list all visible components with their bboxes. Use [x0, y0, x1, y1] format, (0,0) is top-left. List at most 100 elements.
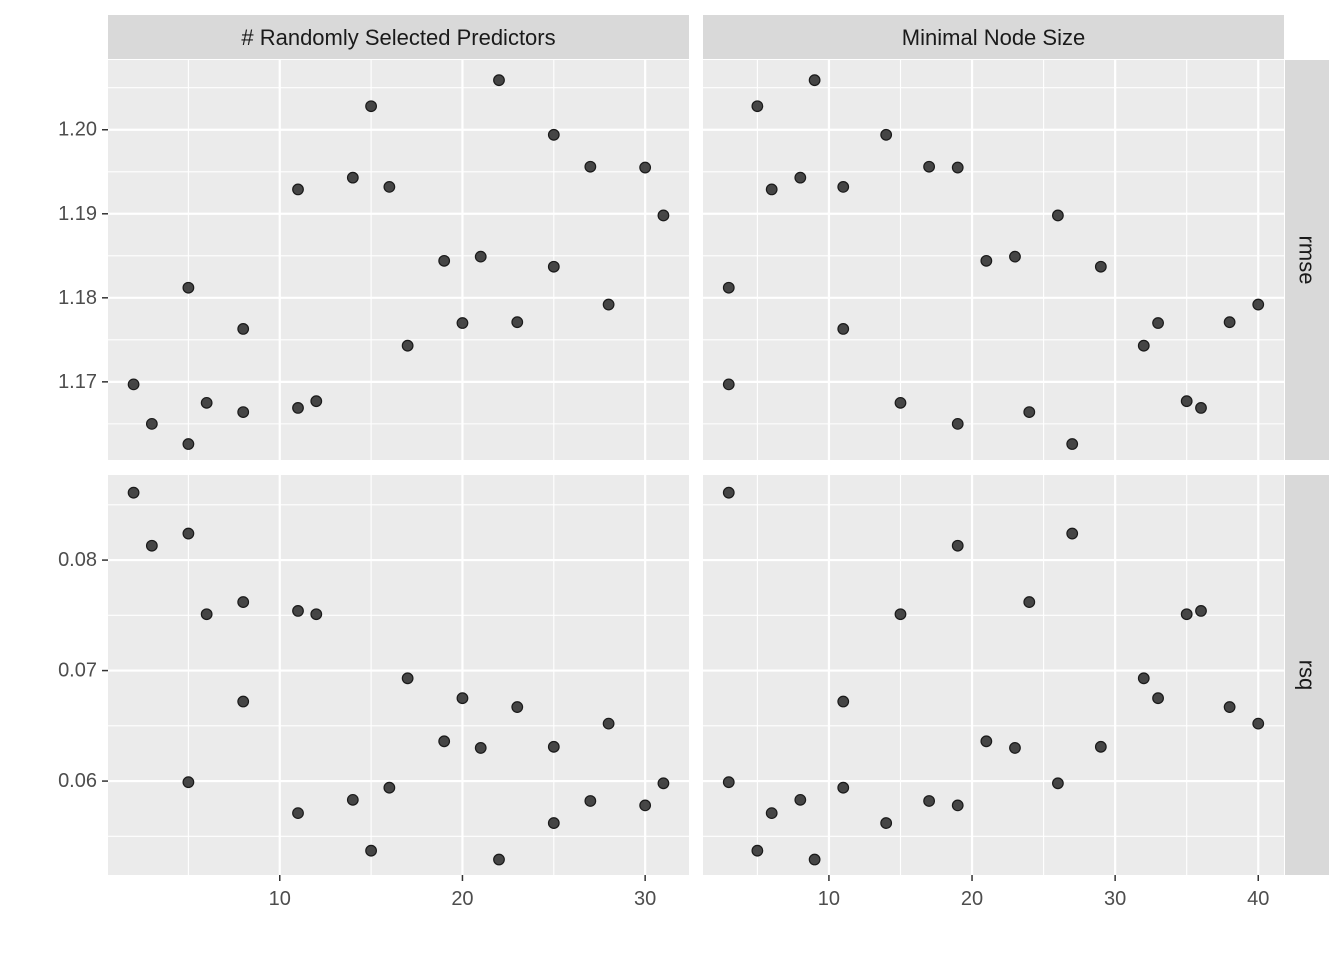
data-point-mtry-rmse — [639, 161, 652, 174]
data-point-mtry-rmse — [584, 160, 597, 173]
data-point-mtry-rmse — [493, 74, 505, 87]
data-point-min-n-rmse — [1009, 250, 1021, 263]
data-point-mtry-rmse — [456, 317, 469, 329]
data-point-mtry-rsq — [639, 799, 652, 812]
data-point-min-n-rsq — [1252, 717, 1265, 730]
data-point-mtry-rmse — [182, 281, 195, 294]
data-point-mtry-rmse — [237, 323, 250, 335]
strip-top-right: Minimal Node Size — [703, 15, 1284, 59]
x-tick-label: 10 — [269, 888, 291, 910]
data-point-mtry-rmse — [127, 378, 140, 391]
data-point-min-n-rsq — [751, 844, 764, 857]
data-point-min-n-rmse — [1152, 317, 1164, 329]
data-point-min-n-rmse — [808, 74, 821, 87]
x-tick-label: 40 — [1247, 888, 1269, 910]
y-axis-rsq: 0.06 0.07 0.08 — [58, 549, 108, 792]
data-point-min-n-rmse — [765, 183, 778, 196]
data-point-mtry-rmse — [310, 395, 323, 408]
data-point-min-n-rsq — [1009, 742, 1021, 754]
data-point-min-n-rmse — [1137, 339, 1150, 352]
y-tick-label: 0.07 — [58, 660, 97, 682]
x-tick-label: 10 — [818, 888, 840, 910]
data-point-mtry-rsq — [182, 776, 195, 789]
data-point-min-n-rsq — [808, 853, 821, 866]
x-tick-label: 20 — [451, 888, 473, 910]
data-point-mtry-rsq — [438, 735, 451, 748]
data-point-min-n-rsq — [880, 817, 893, 829]
data-point-min-n-rsq — [923, 795, 935, 807]
data-point-min-n-rmse — [1094, 260, 1107, 273]
data-point-min-n-rsq — [1094, 740, 1107, 753]
panel-background — [703, 60, 1284, 460]
data-point-min-n-rsq — [951, 539, 964, 552]
data-point-mtry-rsq — [383, 781, 396, 794]
data-point-min-n-rmse — [1195, 402, 1207, 414]
data-point-min-n-rmse — [1223, 316, 1236, 329]
data-point-min-n-rsq — [722, 776, 735, 789]
data-point-min-n-rsq — [1152, 692, 1164, 705]
data-point-mtry-rmse — [602, 298, 615, 311]
panel-mtry-rmse — [108, 60, 689, 460]
data-point-mtry-rmse — [657, 209, 670, 222]
data-point-min-n-rmse — [1023, 406, 1036, 419]
data-point-mtry-rsq — [145, 539, 158, 552]
data-point-min-n-rmse — [837, 180, 850, 193]
x-tick-label: 20 — [961, 888, 983, 910]
y-axis-rmse: 1.17 1.18 1.19 1.20 — [58, 119, 108, 393]
data-point-mtry-rmse — [474, 250, 487, 263]
data-point-mtry-rmse — [547, 260, 560, 273]
data-point-mtry-rsq — [456, 692, 469, 705]
data-point-min-n-rmse — [951, 161, 964, 174]
data-point-mtry-rsq — [584, 795, 597, 807]
data-point-min-n-rsq — [1223, 701, 1236, 713]
data-point-min-n-rsq — [1195, 605, 1207, 617]
data-point-mtry-rmse — [292, 402, 304, 414]
panel-background — [108, 60, 689, 460]
strip-title-min-n: Minimal Node Size — [902, 25, 1085, 50]
strip-right-top: rmse — [1285, 60, 1329, 460]
strip-top-left: # Randomly Selected Predictors — [108, 15, 689, 59]
data-point-mtry-rsq — [292, 807, 304, 820]
data-point-mtry-rmse — [145, 417, 158, 430]
data-point-min-n-rsq — [1023, 596, 1036, 608]
data-point-min-n-rmse — [880, 128, 893, 141]
y-tick-label: 0.08 — [58, 549, 97, 571]
data-point-mtry-rsq — [182, 527, 195, 540]
data-point-mtry-rmse — [292, 183, 304, 196]
data-point-mtry-rsq — [547, 817, 560, 829]
strip-right-bottom: rsq — [1285, 475, 1329, 875]
data-point-mtry-rmse — [365, 100, 377, 113]
data-point-min-n-rsq — [837, 695, 850, 708]
data-point-mtry-rsq — [547, 740, 560, 753]
y-tick-label: 1.17 — [58, 371, 97, 393]
data-point-mtry-rmse — [346, 171, 359, 184]
data-point-mtry-rsq — [127, 486, 140, 499]
data-point-mtry-rsq — [346, 793, 359, 806]
x-axis-min-n: 10 20 30 40 — [818, 875, 1269, 910]
data-point-min-n-rsq — [1137, 672, 1150, 685]
data-point-mtry-rsq — [511, 701, 524, 713]
y-tick-label: 1.18 — [58, 287, 97, 309]
data-point-mtry-rmse — [182, 438, 195, 450]
data-point-min-n-rmse — [894, 396, 907, 409]
data-point-min-n-rsq — [1051, 777, 1064, 790]
data-point-mtry-rmse — [511, 316, 524, 329]
data-point-mtry-rsq — [474, 742, 487, 754]
data-point-min-n-rmse — [980, 254, 993, 267]
data-point-min-n-rmse — [794, 171, 807, 184]
strip-title-mtry: # Randomly Selected Predictors — [241, 25, 555, 50]
data-point-min-n-rmse — [722, 378, 735, 391]
data-point-mtry-rsq — [237, 695, 250, 708]
panel-background — [703, 475, 1284, 875]
data-point-mtry-rsq — [401, 672, 414, 685]
x-axis-mtry: 10 20 30 — [269, 875, 656, 910]
data-point-min-n-rmse — [1252, 298, 1265, 311]
data-point-min-n-rmse — [751, 100, 764, 113]
y-tick-label: 0.06 — [58, 770, 97, 792]
data-point-mtry-rsq — [657, 777, 670, 790]
data-point-min-n-rmse — [837, 323, 850, 335]
data-point-min-n-rsq — [837, 781, 850, 794]
data-point-mtry-rmse — [438, 254, 451, 267]
data-point-min-n-rmse — [923, 160, 935, 173]
